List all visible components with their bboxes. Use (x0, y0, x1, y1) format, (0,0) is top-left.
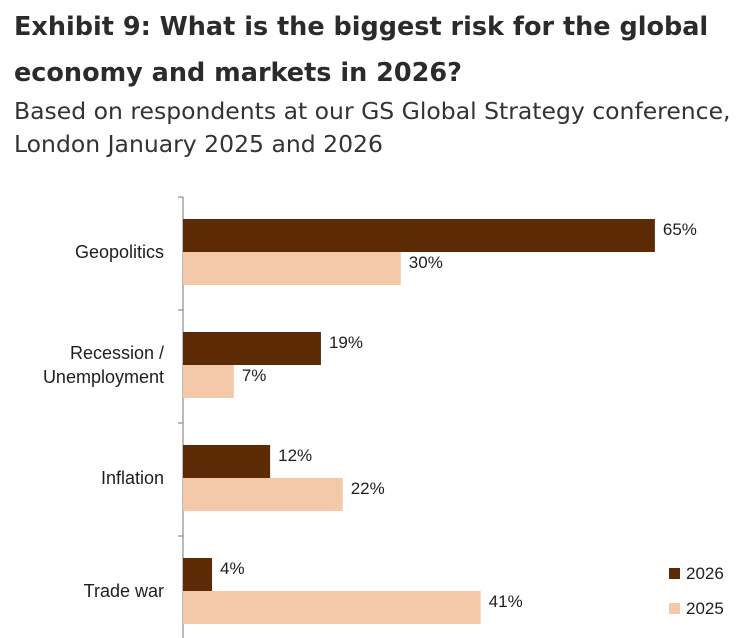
data-label-2026: 4% (220, 559, 245, 578)
bar-2026 (183, 219, 655, 252)
bar-2025 (183, 252, 401, 285)
category-label: Recession / (70, 343, 164, 363)
category-label: Inflation (101, 468, 164, 488)
data-label-2025: 30% (409, 253, 443, 272)
legend-swatch-2025 (669, 603, 680, 614)
data-label-2026: 65% (663, 220, 697, 239)
bar-2026 (183, 445, 271, 478)
category-label: Geopolitics (75, 242, 164, 262)
chart-subtitle: Based on respondents at our GS Global St… (14, 97, 731, 158)
legend-label-2025: 2025 (686, 599, 724, 618)
bar-2026 (183, 558, 213, 591)
data-label-2025: 41% (489, 592, 523, 611)
data-label-2026: 19% (329, 333, 363, 352)
bar-2026 (183, 332, 321, 365)
data-label-2025: 7% (242, 366, 267, 385)
legend-label-2026: 2026 (686, 564, 724, 583)
bar-2025 (183, 591, 481, 624)
data-label-2026: 12% (278, 446, 312, 465)
legend-swatch-2026 (669, 568, 680, 579)
bar-2025 (183, 478, 343, 511)
bar-2025 (183, 365, 234, 398)
category-label: Trade war (84, 581, 164, 601)
category-label: Unemployment (43, 367, 164, 387)
data-label-2025: 22% (351, 479, 385, 498)
chart-title: Exhibit 9: What is the biggest risk for … (14, 12, 709, 88)
